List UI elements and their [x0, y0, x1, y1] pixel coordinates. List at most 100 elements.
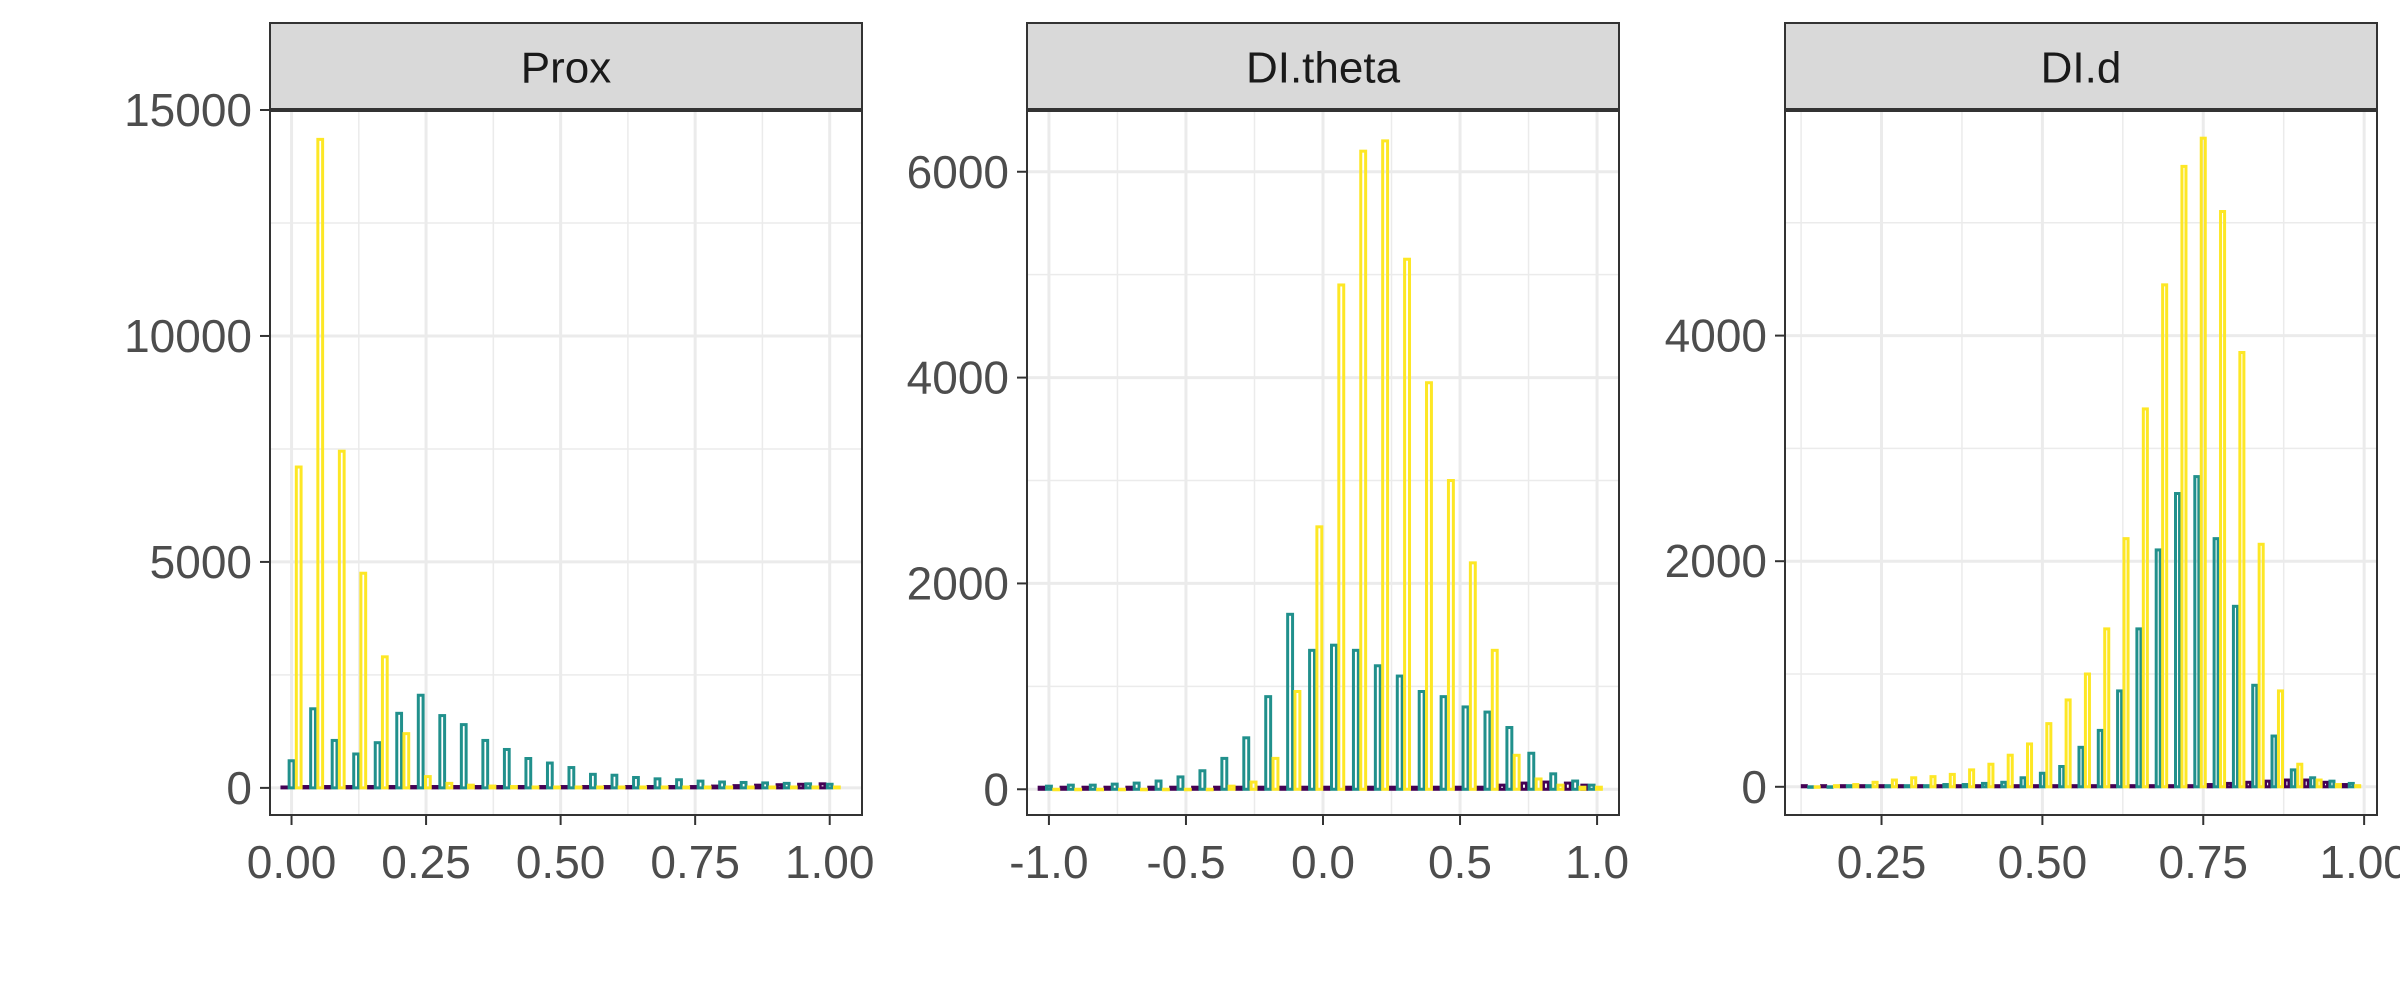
- bar: [1446, 479, 1455, 791]
- bar: [517, 785, 526, 790]
- x-tick-label: -1.0: [1009, 836, 1088, 888]
- bar: [1897, 784, 1905, 789]
- x-tick-label: -0.5: [1146, 836, 1225, 888]
- bar: [1520, 781, 1528, 791]
- bar: [467, 783, 475, 790]
- bar: [1498, 783, 1507, 791]
- bar: [1594, 785, 1603, 791]
- bar: [1373, 664, 1382, 791]
- bar: [510, 785, 518, 790]
- bar: [560, 785, 569, 790]
- bar: [1161, 787, 1170, 792]
- x-tick-label: 0.75: [2158, 836, 2248, 888]
- bar: [2238, 351, 2246, 789]
- bar: [725, 785, 734, 790]
- bar: [1344, 785, 1353, 791]
- x-tick-label: 0.0: [1291, 836, 1355, 888]
- bar: [373, 741, 382, 790]
- bar: [538, 785, 547, 790]
- bar: [754, 783, 762, 790]
- bar-series-group: [280, 137, 841, 790]
- bar: [1993, 784, 2001, 789]
- bar: [2083, 672, 2091, 789]
- bar: [2096, 728, 2104, 789]
- bar: [416, 693, 425, 790]
- bar: [1052, 787, 1061, 792]
- bar: [1923, 784, 1931, 789]
- bar: [366, 785, 375, 790]
- bar: [789, 785, 798, 790]
- bar: [1359, 149, 1368, 791]
- bar: [667, 785, 676, 790]
- bar: [1468, 561, 1477, 791]
- bar: [301, 785, 310, 790]
- bar: [1132, 781, 1141, 791]
- bar: [1845, 784, 1853, 789]
- bar-series-group: [1037, 139, 1603, 792]
- bar: [1527, 751, 1536, 791]
- bar: [1929, 775, 1937, 789]
- bar: [2154, 548, 2162, 789]
- bar: [775, 783, 784, 790]
- panel-background: [270, 110, 862, 815]
- bar: [1227, 784, 1236, 791]
- bar: [2026, 742, 2034, 789]
- bar: [761, 781, 770, 790]
- bar: [524, 757, 533, 790]
- series-series_teal: [287, 693, 834, 790]
- bar: [309, 707, 317, 790]
- bar: [1322, 785, 1331, 791]
- facet-strip-label: DI.theta: [1246, 44, 1401, 93]
- bar: [553, 785, 561, 790]
- series-series_teal: [1807, 475, 2355, 789]
- bar: [2289, 768, 2297, 789]
- y-tick-label: 4000: [907, 352, 1009, 404]
- bar: [1286, 612, 1295, 791]
- bar: [1388, 785, 1397, 791]
- y-tick-label: 2000: [1665, 535, 1767, 587]
- bar: [632, 775, 640, 790]
- bar: [703, 785, 712, 790]
- bar: [2283, 778, 2291, 789]
- bar: [1425, 381, 1433, 791]
- bar: [1103, 785, 1112, 791]
- bar: [2071, 784, 2079, 789]
- bar: [782, 781, 791, 790]
- bar: [646, 785, 655, 790]
- bar: [2090, 784, 2098, 789]
- bar: [2141, 407, 2149, 789]
- bar: [2186, 784, 2194, 789]
- bar: [1191, 785, 1200, 791]
- bar: [1839, 784, 1847, 789]
- bar: [2309, 776, 2317, 789]
- bar: [1832, 784, 1840, 789]
- bar: [2270, 734, 2278, 789]
- bar: [639, 785, 648, 790]
- bar: [2206, 783, 2214, 789]
- facet-strip: [1784, 22, 2378, 111]
- bar: [1807, 785, 1815, 789]
- bar: [2322, 780, 2330, 789]
- bar: [531, 785, 540, 790]
- bar: [1256, 785, 1265, 791]
- facet-strip-label: DI.d: [2041, 44, 2122, 93]
- bar: [746, 785, 755, 790]
- bar: [1903, 784, 1911, 789]
- bar: [1366, 785, 1375, 791]
- bar: [1330, 643, 1338, 791]
- bar: [345, 785, 353, 790]
- bar: [380, 655, 389, 790]
- bar: [2019, 776, 2027, 789]
- bar: [2006, 753, 2014, 789]
- x-tick-label: 1.00: [785, 836, 875, 888]
- bar: [2199, 136, 2207, 789]
- bar: [2296, 762, 2304, 789]
- bar: [1205, 787, 1214, 792]
- bar: [1118, 787, 1126, 792]
- bar: [1916, 784, 1924, 789]
- bar: [2354, 784, 2362, 789]
- bar: [660, 785, 669, 790]
- bar: [1183, 787, 1192, 792]
- bar: [1271, 756, 1280, 791]
- y-tick-label: 4000: [1665, 310, 1767, 362]
